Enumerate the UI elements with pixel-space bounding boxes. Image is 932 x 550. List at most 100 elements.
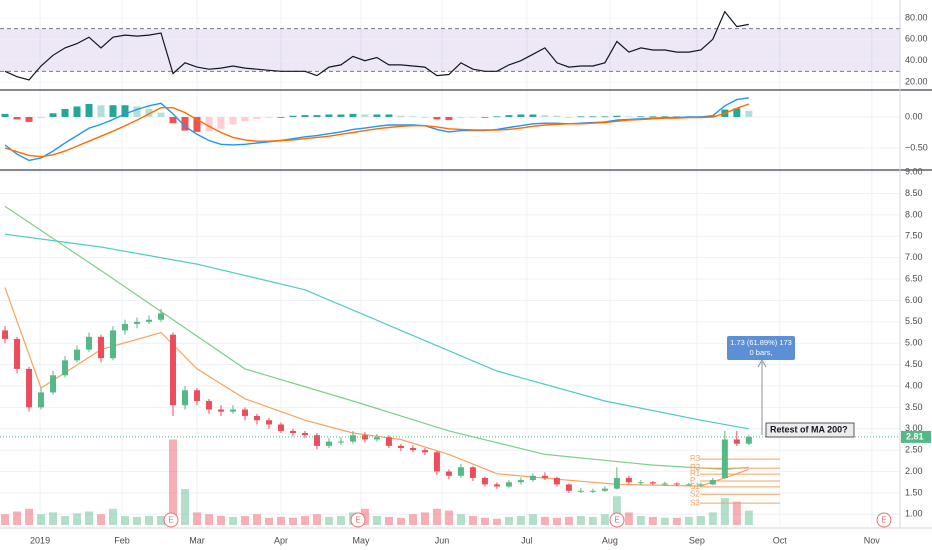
rsi-line [4,10,749,81]
y-tick-label: 8.00 [905,209,923,219]
y-tick-label: 5.00 [905,338,923,348]
volume-bar [600,514,609,525]
volume-bar [73,513,82,525]
macd-histogram-bar [385,114,393,117]
macd-histogram-bar [409,116,417,118]
macd-histogram-bar [241,116,249,122]
x-tick-label: Jul [521,535,533,545]
candle-body [673,483,680,485]
candle-body [505,482,512,487]
macd-histogram-bar [445,116,453,121]
macd-histogram-bar [577,116,585,118]
candle-body [325,441,332,446]
macd-histogram-bar [661,116,669,118]
earnings-marker [876,512,892,528]
candle-body [14,338,21,369]
candle-body [361,435,368,440]
candle-body [349,435,356,442]
macd-histogram-bar [589,116,597,118]
macd-histogram-bar [169,116,177,124]
macd-histogram-bar [97,105,105,117]
volume-bar [180,489,189,525]
y-tick-label: 4.50 [905,359,923,369]
measure-box [727,336,795,360]
rsi-tick-label: 20.00 [905,76,928,86]
macd-histogram-bar [421,116,429,118]
volume-bar [432,508,441,525]
y-tick-label: 6.50 [905,273,923,283]
y-tick-label: 5.50 [905,316,923,326]
y-tick-label: 1.00 [905,509,923,519]
candle-body [217,409,224,412]
y-tick-label: 2.00 [905,466,923,476]
macd-histogram-bar [229,116,237,125]
macd-histogram-bar [37,116,45,119]
macd-histogram-bar [85,103,93,117]
callout-box [765,422,855,438]
macd-histogram-bar [361,114,369,117]
candle-body [649,482,656,484]
macd-histogram-bar [205,116,213,132]
callout-text: Retest of MA 200? [770,424,848,434]
macd-histogram-bar [265,116,273,118]
candle-body [205,400,212,410]
x-tick-label: Sep [689,535,705,545]
candle-body [541,475,548,478]
volume-bar [672,517,681,525]
y-tick-label: 7.50 [905,231,923,241]
candle-body [169,334,176,406]
volume-bar [216,516,225,525]
candle-body [733,439,740,444]
volume-bar [61,516,70,525]
y-tick-label: 1.50 [905,487,923,497]
candle-body [241,409,248,416]
rsi-band [0,28,900,72]
candle-body [122,323,129,331]
candle-body [601,488,608,491]
macd-histogram-bar [109,105,117,117]
candle-body [313,435,320,446]
candle-body [481,477,488,485]
macd-histogram-bar [541,115,549,117]
macd-histogram-bar [637,116,645,118]
moving-average [4,233,749,430]
candle-body [625,477,632,483]
volume-bar [49,512,58,525]
volume-bar [408,514,417,525]
last-price-box [901,430,931,443]
volume-bar [360,508,369,525]
measure-text: 1.73 (61.89%) 173 [730,338,792,347]
macd-histogram-bar [613,115,621,117]
volume-bar [720,498,729,525]
candle-body [134,321,141,324]
macd-histogram-bar [301,115,309,117]
candle-body [421,450,428,453]
pivot-label: S1 [690,482,700,491]
volume-bar [480,517,489,525]
volume-bar [264,517,273,525]
macd-histogram-bar [553,115,561,117]
candle-body [2,330,9,339]
candle-body [62,360,69,376]
candle-body [553,477,560,485]
volume-bar [732,501,741,525]
rsi-tick-label: 60.00 [905,34,928,44]
macd-histogram-bar [505,115,513,117]
x-tick-label: May [352,535,370,545]
volume-bar [192,512,201,525]
macd-histogram-bar [673,116,681,118]
candle-body [277,424,284,431]
macd-histogram-bar [481,116,489,118]
macd-histogram-bar [469,116,477,118]
volume-bar [456,514,465,525]
macd-histogram-bar [313,115,321,117]
candle-body [289,430,296,434]
volume-bar [420,512,429,525]
volume-bar [468,516,477,525]
volume-bar [37,514,46,525]
macd-histogram-bar [1,113,9,117]
rsi-tick-label: 80.00 [905,12,928,22]
y-tick-label: 3.50 [905,402,923,412]
